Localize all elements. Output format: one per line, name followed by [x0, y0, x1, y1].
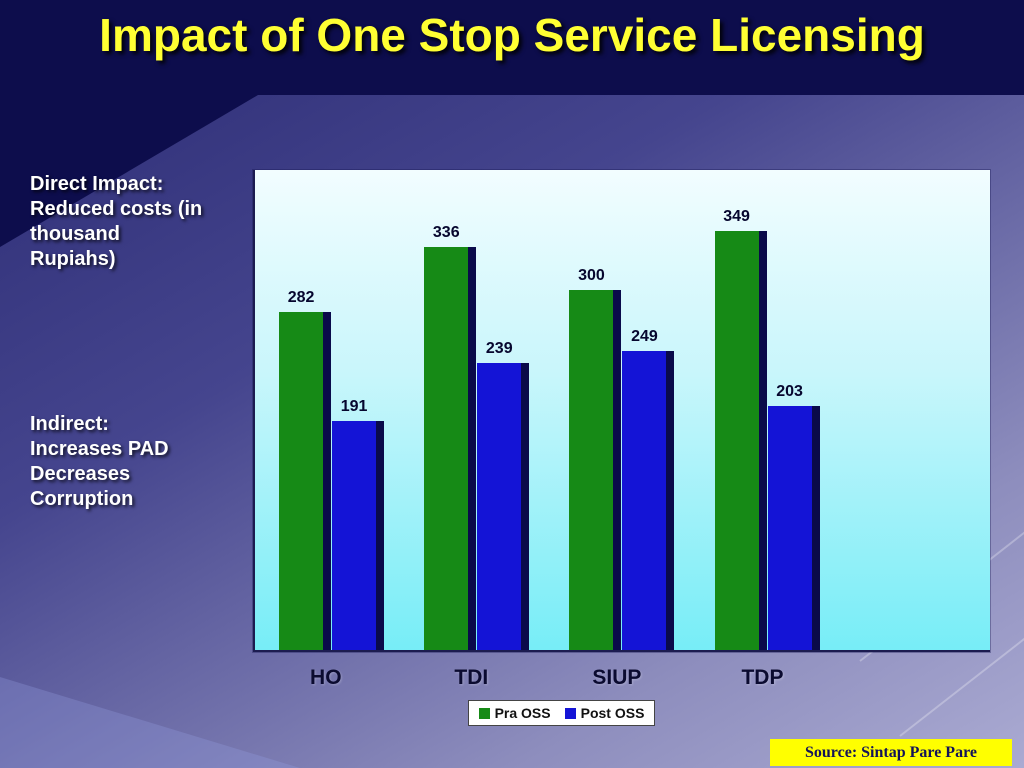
category-label-siup: SIUP — [592, 666, 642, 689]
value-label: 282 — [287, 288, 315, 306]
bar-column: 249 — [622, 170, 667, 650]
bar-pra-oss — [279, 311, 324, 650]
category-cell: TDP — [690, 652, 836, 698]
value-label: 349 — [723, 208, 750, 226]
bar-post-oss — [767, 406, 812, 650]
title-band — [0, 0, 1024, 95]
category-cell: TDI — [399, 652, 545, 698]
bar-column: 282 — [279, 170, 324, 650]
note-indirect-impact: Indirect: Increases PAD Decreases Corrup… — [30, 413, 169, 510]
bar-chart: 282 191 336 239 300 249 349 203 HO TDI SIUP TDP Pr… — [253, 170, 990, 726]
value-label: 239 — [485, 340, 513, 358]
bar-post-oss — [477, 363, 522, 650]
plot-area: 282 191 336 239 300 249 349 203 — [253, 170, 990, 652]
value-label: 191 — [340, 397, 368, 415]
legend-row: Pra OSS Post OSS — [253, 700, 870, 726]
source-badge: Source: Sintap Pare Pare — [770, 739, 1012, 766]
category-label-tdp: TDP — [741, 666, 784, 689]
bar-post-oss — [622, 351, 667, 650]
bar-column: 349 — [714, 170, 759, 650]
legend-item-pra-oss: Pra OSS — [478, 705, 551, 721]
category-label-ho: HO — [310, 666, 342, 689]
bar-column: 300 — [569, 170, 614, 650]
legend: Pra OSS Post OSS — [467, 700, 656, 726]
slide-title: Impact of One Stop Service Licensing — [99, 9, 925, 61]
bar-pra-oss — [424, 246, 469, 650]
bar-column: 336 — [424, 170, 469, 650]
category-cell: HO — [253, 652, 399, 698]
category-cell: SIUP — [544, 652, 690, 698]
value-label: 300 — [578, 267, 605, 284]
bar-group-ho: 282 191 — [255, 170, 400, 650]
note-direct-impact: Direct Impact: Reduced costs (in thousan… — [30, 173, 203, 270]
bar-column: 191 — [332, 170, 377, 650]
value-label: 249 — [631, 328, 658, 346]
category-label-tdi: TDI — [454, 666, 489, 689]
bar-group-siup: 300 249 — [545, 170, 690, 650]
bar-column: 203 — [767, 170, 812, 650]
category-labels: HO TDI SIUP TDP — [253, 652, 835, 698]
legend-item-post-oss: Post OSS — [564, 705, 645, 721]
legend-swatch — [478, 707, 490, 719]
bar-groups: 282 191 336 239 300 249 349 203 — [255, 170, 836, 650]
bar-pra-oss — [569, 290, 614, 650]
value-label: 336 — [432, 223, 460, 241]
bar-group-tdp: 349 203 — [691, 170, 836, 650]
legend-label: Post OSS — [580, 705, 645, 721]
legend-swatch — [564, 707, 576, 719]
bar-column: 239 — [477, 170, 522, 650]
value-label: 203 — [776, 383, 803, 401]
legend-label: Pra OSS — [494, 705, 551, 721]
bar-pra-oss — [714, 231, 759, 650]
bar-post-oss — [332, 420, 377, 650]
bar-group-tdi: 336 239 — [400, 170, 545, 650]
